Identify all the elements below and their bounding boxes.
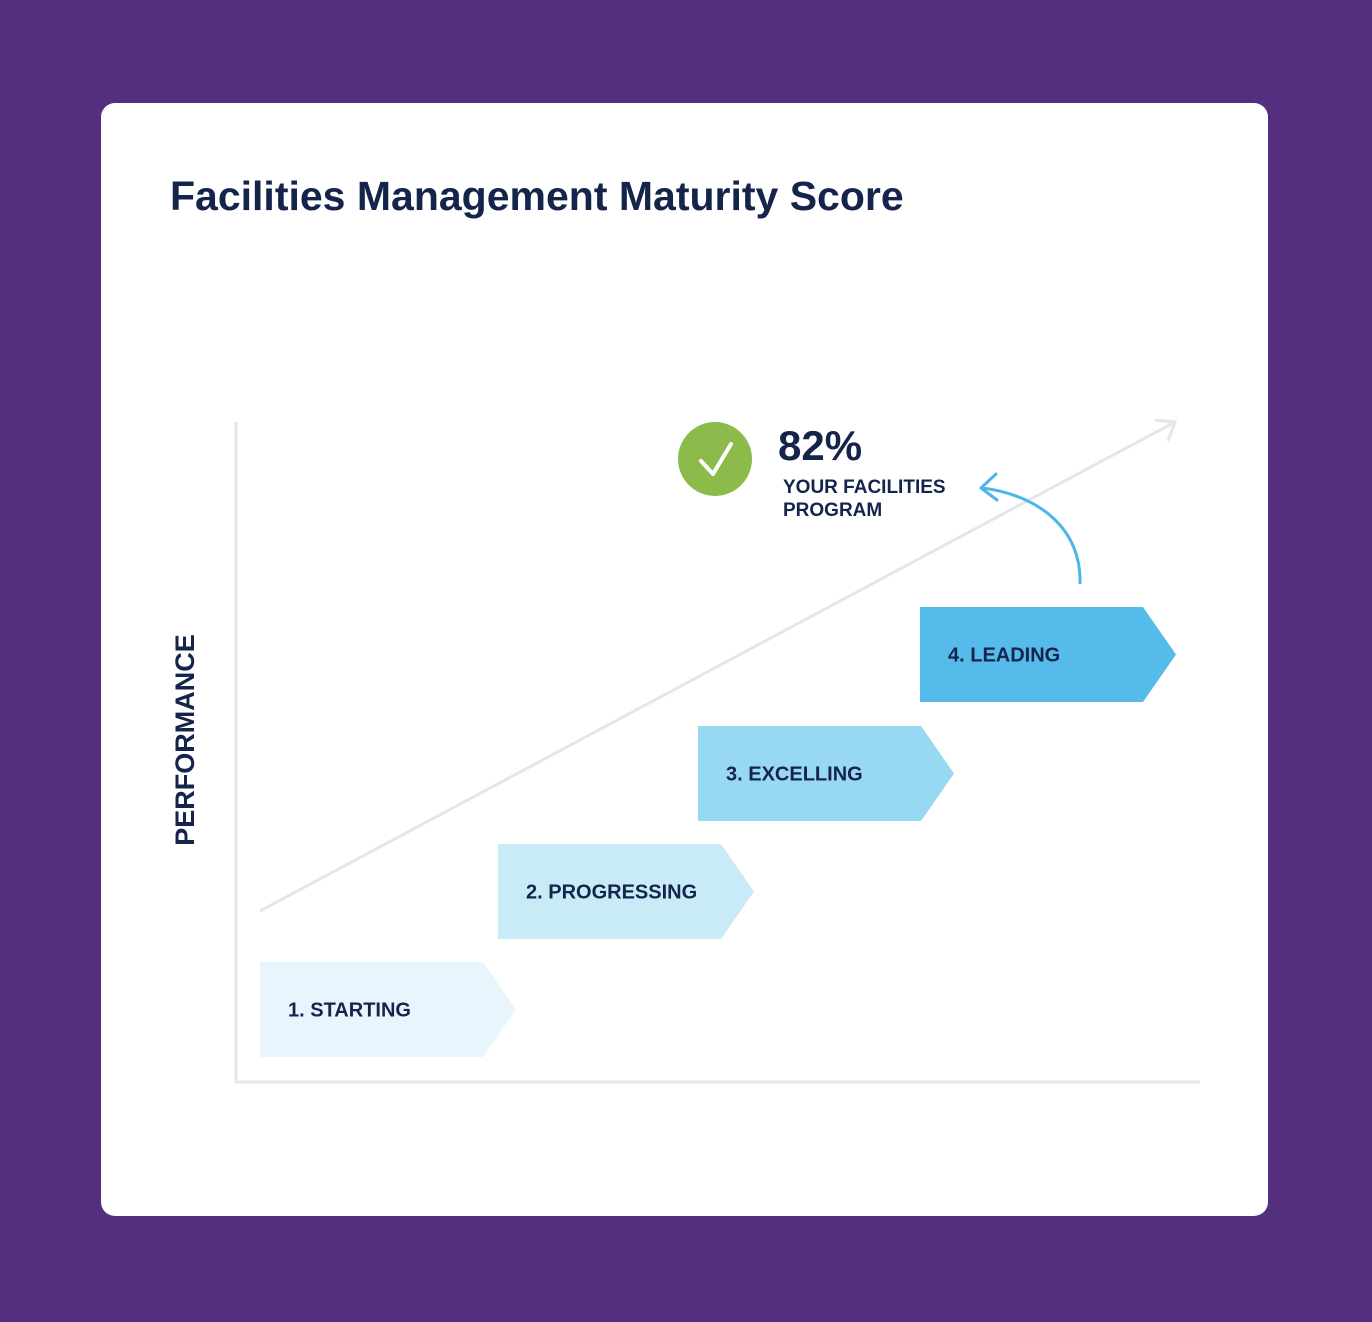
title: Facilities Management Maturity Score bbox=[170, 173, 904, 219]
score-label: YOUR FACILITIES bbox=[783, 477, 946, 498]
stage-label: 2. PROGRESSING bbox=[526, 882, 697, 904]
score: 82% bbox=[778, 422, 862, 469]
check-circle bbox=[678, 422, 752, 496]
curved-arrowhead bbox=[979, 472, 999, 502]
curved-arrow bbox=[981, 486, 1082, 585]
trend-arrowhead bbox=[1154, 418, 1178, 442]
trend-line bbox=[259, 420, 1176, 913]
stage-chevron bbox=[920, 607, 1176, 702]
stage-label: 3. EXCELLING bbox=[726, 764, 863, 786]
stage-label: 1. STARTING bbox=[288, 1000, 411, 1022]
stage-label: 4. LEADING bbox=[948, 645, 1060, 667]
stage-chevron bbox=[498, 844, 754, 939]
stage-chevron bbox=[260, 962, 516, 1057]
card bbox=[101, 103, 1268, 1216]
score-label: PROGRAM bbox=[783, 500, 882, 521]
stage-chevron bbox=[698, 726, 954, 821]
stages: 1. STARTING 2. PROGRESSING 3. EXCELLING 4. … bbox=[260, 607, 1176, 1057]
check-mark bbox=[699, 442, 733, 476]
axis-label: PERFORMANCE bbox=[170, 634, 200, 846]
